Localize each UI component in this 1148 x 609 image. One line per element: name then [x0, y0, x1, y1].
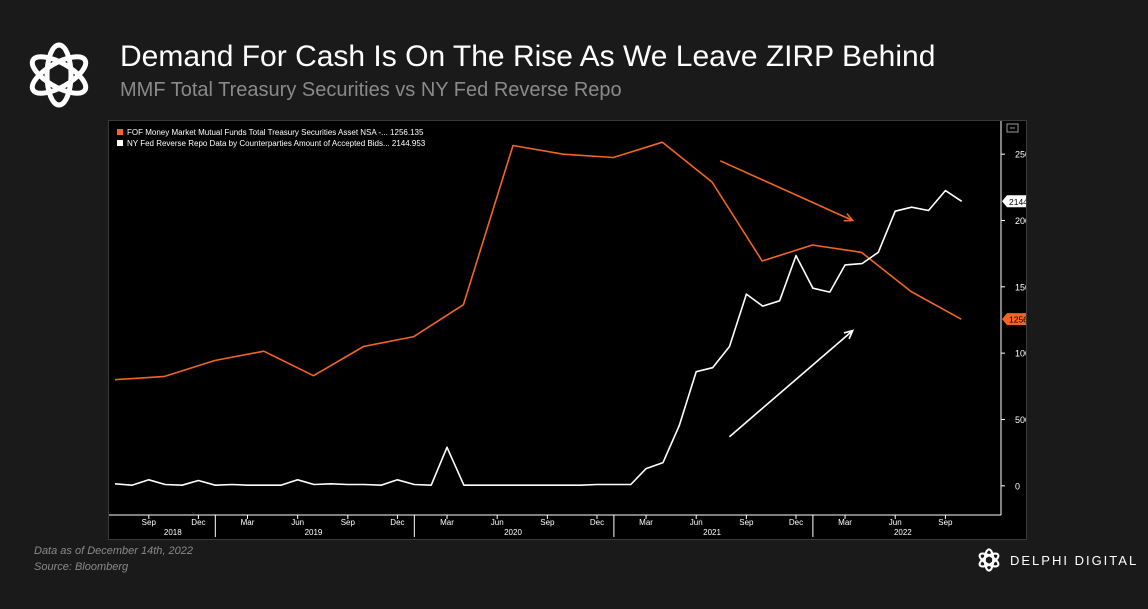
x-tick-label: Sep — [938, 518, 953, 527]
data-as-of-note: Data as of December 14th, 2022 — [34, 545, 193, 557]
x-tick-label: Dec — [191, 518, 205, 527]
x-year-label: 2020 — [504, 528, 522, 537]
x-tick-label: Mar — [241, 518, 255, 527]
x-tick-label: Mar — [838, 518, 852, 527]
x-year-label: 2022 — [894, 528, 912, 537]
chart-panel: 0 500 1000 1500 2000 2500 Sep Dec Mar Jun Sep Dec Ma… — [108, 120, 1027, 540]
mmf-treasury-series-line — [114, 141, 962, 381]
legend-entry: NY Fed Reverse Repo Data by Counterparti… — [127, 139, 426, 148]
y-tick-label: 500 — [1015, 415, 1026, 425]
x-tick-label: Jun — [889, 518, 902, 527]
y-tick-label: 0 — [1015, 481, 1020, 491]
delphi-knot-icon — [976, 546, 1002, 574]
last-value-label: 2144.953 — [1009, 197, 1026, 207]
x-tick-label: Sep — [341, 518, 356, 527]
legend-entry: FOF Money Market Mutual Funds Total Trea… — [127, 128, 424, 137]
source-note: Source: Bloomberg — [34, 561, 129, 573]
x-tick-label: Jun — [690, 518, 703, 527]
last-value-tag — [1002, 313, 1026, 326]
x-tick-label: Sep — [142, 518, 157, 527]
x-tick-label: Dec — [390, 518, 404, 527]
y-tick-label: 1000 — [1015, 349, 1026, 359]
chart-svg: 0 500 1000 1500 2000 2500 Sep Dec Mar Jun Sep Dec Ma… — [109, 121, 1026, 537]
last-value-tag — [1002, 195, 1026, 208]
x-tick-label: Dec — [789, 518, 803, 527]
annotation-arrowhead — [843, 213, 855, 222]
annotation-arrow — [719, 160, 854, 222]
x-tick-label: Sep — [739, 518, 754, 527]
legend-swatch — [117, 129, 123, 135]
x-year-label: 2019 — [305, 528, 323, 537]
annotation-arrowhead — [843, 329, 855, 340]
x-tick-label: Mar — [639, 518, 653, 527]
x-tick-label: Jun — [291, 518, 304, 527]
y-tick-label: 2000 — [1015, 216, 1026, 226]
brand-name: DELPHI DIGITAL — [1010, 553, 1139, 568]
page-title: Demand For Cash Is On The Rise As We Lea… — [120, 40, 936, 73]
brand-block: DELPHI DIGITAL — [976, 546, 1136, 574]
y-tick-label: 2500 — [1015, 150, 1026, 160]
x-tick-label: Jun — [491, 518, 504, 527]
annotation-arrow — [728, 329, 854, 438]
last-value-label: 1256.135 — [1009, 315, 1026, 325]
legend-swatch — [117, 140, 123, 146]
x-year-label: 2021 — [703, 528, 721, 537]
chart-options-icon — [1006, 123, 1019, 133]
delphi-knot-icon — [22, 38, 96, 112]
page-subtitle: MMF Total Treasury Securities vs NY Fed … — [120, 79, 622, 101]
x-year-label: 2018 — [164, 528, 182, 537]
x-tick-label: Dec — [590, 518, 604, 527]
reverse-repo-series-line — [114, 189, 963, 486]
x-tick-label: Sep — [540, 518, 555, 527]
y-tick-label: 1500 — [1015, 282, 1026, 292]
x-tick-label: Mar — [440, 518, 454, 527]
